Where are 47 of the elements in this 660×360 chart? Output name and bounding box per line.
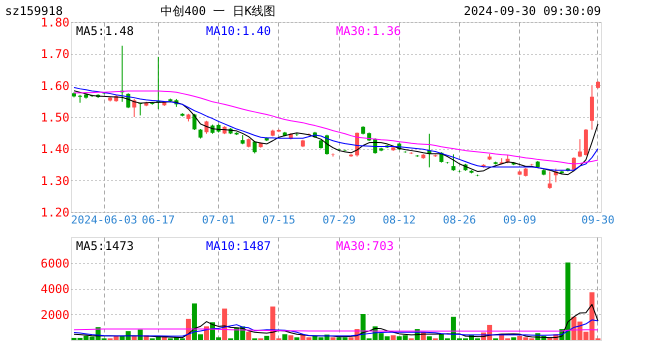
chart-title: 中创400 一 日K线图 (160, 4, 276, 18)
x-tick-label: 08-26 (442, 214, 476, 226)
bar (511, 337, 516, 340)
text: MA30:1.36 (336, 24, 402, 38)
candlestick (578, 138, 582, 158)
y-tick-label: 1.60 (40, 78, 70, 93)
bar (222, 308, 228, 340)
x-tick-label: 07-01 (202, 214, 236, 226)
x-tick-label: 09-30 (581, 214, 615, 226)
bar (264, 336, 270, 340)
candlestick (240, 134, 245, 145)
text: MA5:1.48 (76, 24, 134, 38)
bar (246, 332, 252, 340)
y-tick-label: 1.80 (40, 16, 70, 30)
candlestick (192, 113, 196, 130)
text: sz159918 (5, 4, 63, 18)
candlestick (451, 154, 456, 172)
text: MA5:1473 (76, 239, 134, 253)
text: MA30:703 (336, 239, 394, 253)
candlestick (252, 140, 257, 154)
y-tick-label: 6000 (40, 256, 70, 270)
bar (426, 336, 432, 340)
y-tick-label: 4000 (40, 282, 70, 296)
x-tick-label: 09-09 (503, 214, 536, 226)
text: 2024-09-30 09:30:09 (464, 4, 601, 18)
candlestick (198, 128, 202, 140)
x-tick-label: 07-15 (262, 214, 296, 226)
bar (330, 337, 336, 340)
y-tick-label: 1.20 (40, 206, 70, 220)
text: MA10:1487 (206, 239, 272, 253)
y-tick-label: 1.50 (40, 110, 70, 124)
y-tick-label: 2000 (40, 308, 70, 322)
bar (390, 335, 396, 340)
bar (288, 335, 294, 340)
x-tick-label: 08-12 (382, 214, 416, 226)
x-tick-label: 2024-06-03 (71, 214, 138, 226)
candlestick (548, 170, 552, 190)
y-tick-label: 1.30 (40, 174, 70, 188)
x-tick-label: 06-17 (142, 214, 175, 226)
bar (294, 337, 300, 340)
y-tick-label: 1.70 (40, 47, 70, 62)
bar (282, 334, 288, 340)
y-tick-label: 1.40 (40, 142, 70, 156)
line-series (74, 319, 598, 337)
x-tick-label: 07-29 (322, 214, 356, 226)
text: MA10:1.40 (206, 24, 272, 38)
bar (138, 330, 143, 340)
